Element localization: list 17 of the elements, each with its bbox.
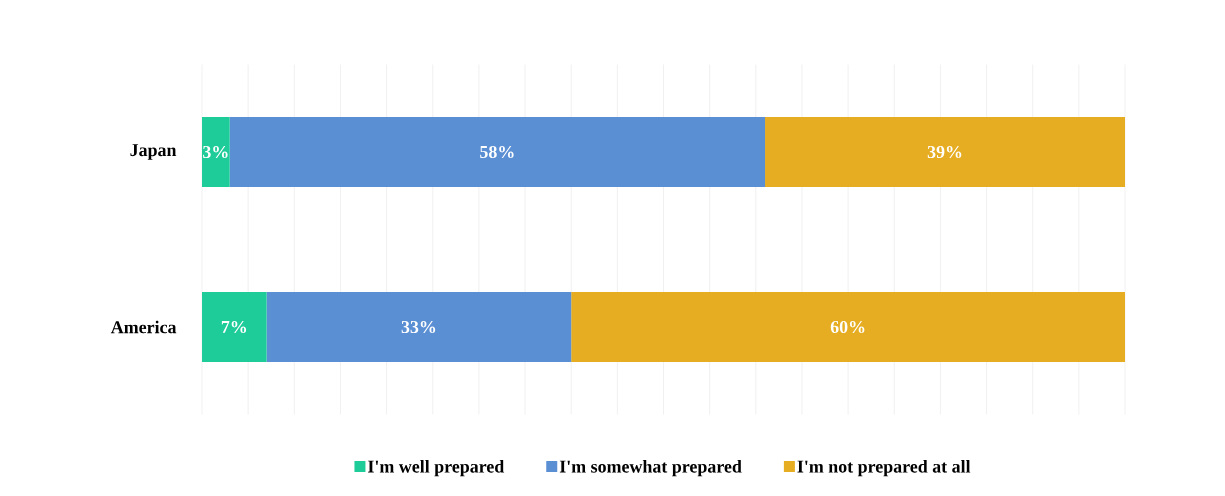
data-label: 60% [830,320,865,334]
bar [266,292,572,362]
legend-label: I'm well prepared [368,460,505,477]
data-label: 33% [401,320,436,334]
bar [229,117,766,187]
data-label: 39% [927,145,962,159]
bar [202,292,267,362]
data-label: 7% [221,320,247,334]
data-label: 3% [203,145,228,159]
data-label: 58% [480,145,514,159]
bar [571,292,1126,362]
bar [765,117,1126,187]
y-tick-label: America [110,320,177,334]
legend-label: I'm somewhat prepared [559,460,742,477]
bar [202,117,230,187]
legend-label: I'm not prepared at all [797,460,971,477]
y-tick-label: Japan [130,144,177,160]
